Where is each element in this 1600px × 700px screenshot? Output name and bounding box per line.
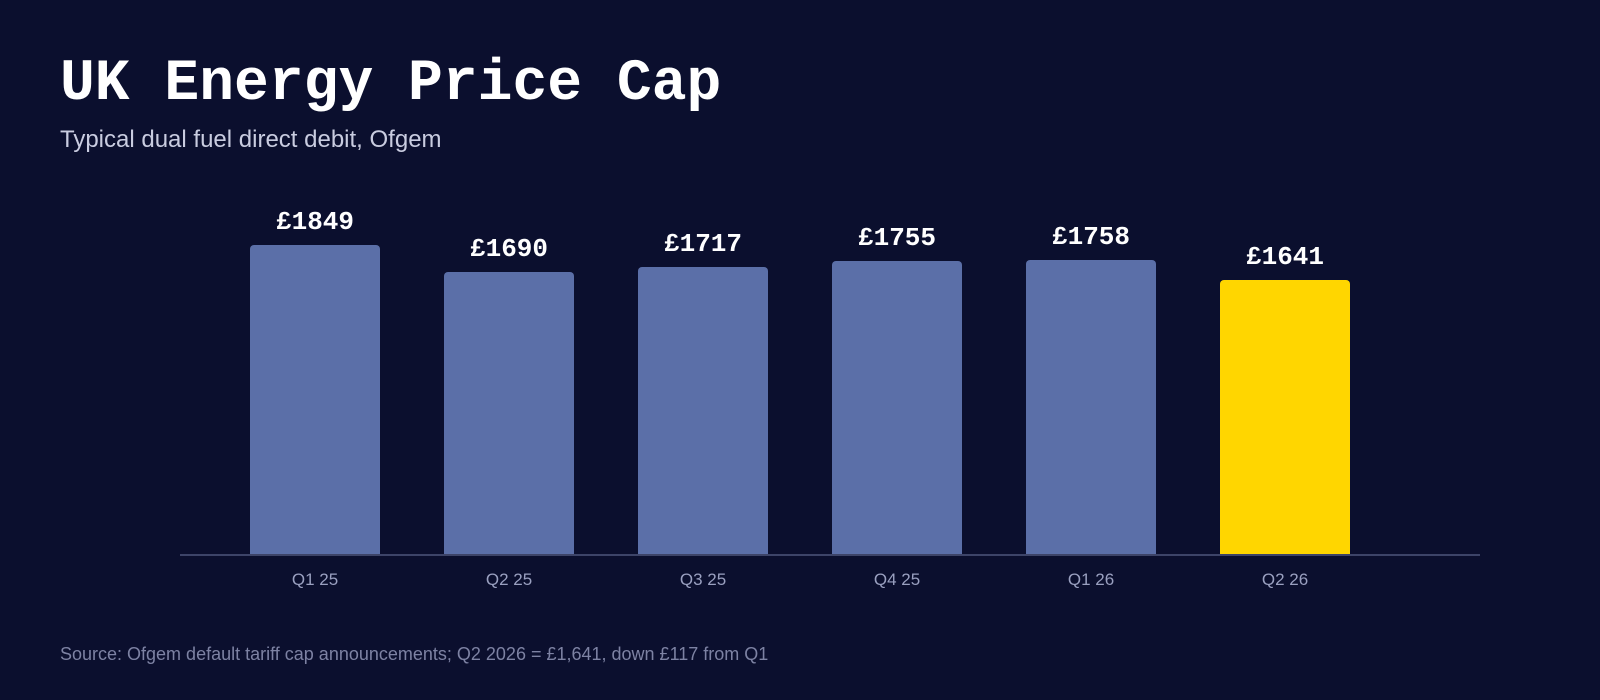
bar-q4-25 [832,261,962,555]
x-tick-label: Q2 25 [485,570,533,589]
bar-q2-26 [1220,280,1350,555]
value-label: £1755 [857,223,936,253]
x-tick-label: Q2 26 [1261,570,1309,589]
x-tick-label: Q3 25 [679,570,727,589]
bar-q1-26 [1026,260,1156,555]
value-label: £1758 [1051,222,1130,252]
bar-q3-25 [638,267,768,555]
value-label: £1690 [469,234,548,264]
chart-title: UK Energy Price Cap [60,52,722,117]
x-tick-label: Q4 25 [873,570,921,589]
x-tick-label: Q1 26 [1067,570,1115,589]
x-axis-line [180,554,1480,556]
value-label: £1717 [663,229,742,259]
source-note: Source: Ofgem default tariff cap announc… [60,644,769,664]
value-label: £1641 [1245,242,1324,272]
x-tick-label: Q1 25 [291,570,339,589]
bar-q2-25 [444,272,574,555]
bar-q1-25 [250,245,380,555]
value-label: £1849 [275,207,354,237]
chart-subtitle: Typical dual fuel direct debit, Ofgem [60,126,442,153]
